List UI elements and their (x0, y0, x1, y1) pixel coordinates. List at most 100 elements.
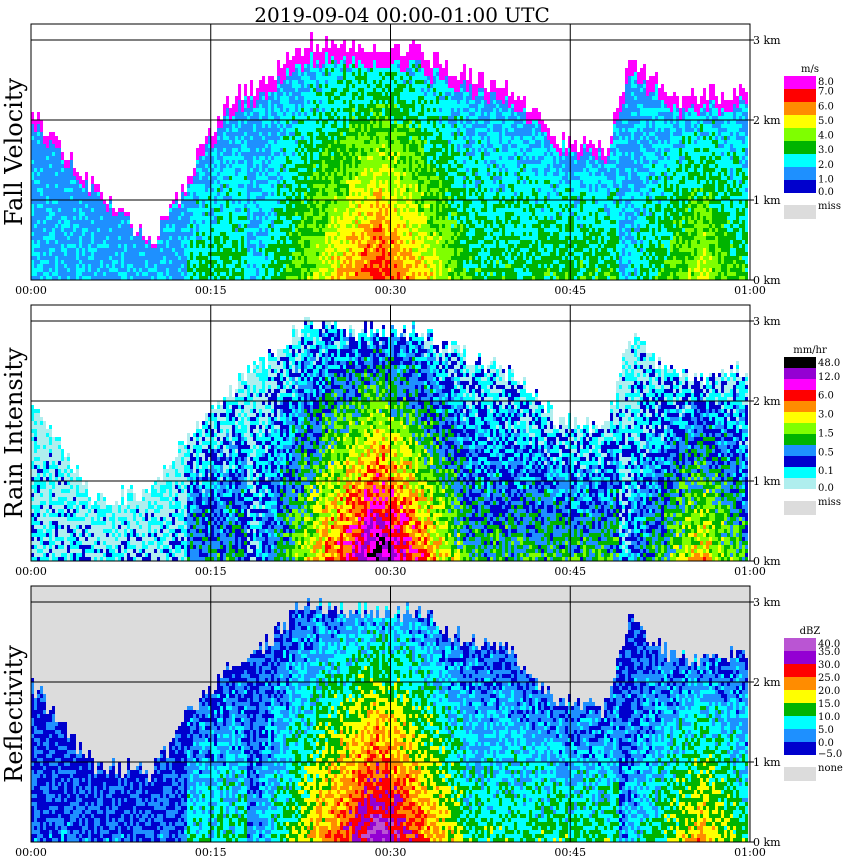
legend-label: 6.0 (818, 101, 834, 112)
legend: mm/hr 48.0 12.0 6.0 3.0 1.5 0.5 0.1 0.0 miss (784, 345, 841, 515)
legend-label: 48.0 (818, 358, 840, 369)
panel-fall-velocity: 0 km 1 km 2 km 3 km 00:00 00:15 00:30 00:45 01:0… (0, 23, 841, 297)
legend-missing-label: miss (818, 201, 841, 212)
panel-rain-intensity: 0 km 1 km 2 km 3 km 00:00 00:15 00:30 00:45 01:0… (0, 304, 841, 578)
legend-swatch (784, 167, 816, 180)
legend-label: 10.0 (818, 712, 840, 723)
legend-swatch (784, 390, 816, 401)
legend-missing-swatch (784, 767, 816, 781)
y-tick-label: 2 km (753, 395, 781, 408)
legend-swatch (784, 434, 816, 445)
legend-label: 35.0 (818, 647, 840, 658)
legend-swatch (784, 716, 816, 729)
legend-swatch (784, 664, 816, 677)
legend-swatch (784, 456, 816, 467)
legend-label: 3.0 (818, 145, 834, 156)
legend-label: 0.0 (818, 187, 834, 198)
legend-swatch (784, 703, 816, 716)
legend-label: 15.0 (818, 699, 840, 710)
legend-label: 0.1 (818, 466, 834, 477)
figure-title: 2019-09-04 00:00-01:00 UTC (254, 3, 550, 27)
legend-swatch (784, 154, 816, 167)
y-tick-label: 1 km (753, 475, 781, 488)
legend-swatch (784, 89, 816, 102)
x-tick-label: 00:30 (375, 284, 407, 297)
legend-swatch (784, 742, 816, 755)
y-tick-label: 1 km (753, 756, 781, 769)
panel-title: Reflectivity (0, 645, 28, 783)
legend-label: 12.0 (818, 372, 840, 383)
heatmap-cells (31, 598, 748, 842)
legend-label: 1.0 (818, 174, 834, 185)
legend-swatch (784, 141, 816, 154)
x-tick-label: 00:15 (195, 565, 227, 578)
legend-swatch (784, 690, 816, 703)
x-tick-label: 00:00 (15, 846, 47, 859)
legend-swatch (784, 677, 816, 690)
legend-swatch (784, 467, 816, 478)
legend-unit: m/s (801, 64, 819, 75)
legend-swatch (784, 128, 816, 141)
x-tick-label: 00:30 (375, 846, 407, 859)
legend-label: −5.0 (818, 749, 842, 760)
y-tick-label: 2 km (753, 676, 781, 689)
legend-swatch (784, 379, 816, 390)
x-tick-label: 00:45 (554, 284, 586, 297)
legend-label: 4.0 (818, 131, 834, 142)
legend-missing-swatch (784, 501, 816, 515)
legend-swatch (784, 729, 816, 742)
legend-label: 30.0 (818, 660, 840, 671)
panel-reflectivity: 0 km 1 km 2 km 3 km 00:00 00:15 00:30 00:45 01:0… (0, 585, 843, 859)
legend-label: 0.0 (818, 483, 834, 494)
legend-label: 20.0 (818, 686, 840, 697)
legend-missing-label: miss (818, 497, 841, 508)
legend-label: 7.0 (818, 87, 834, 98)
legend: m/s 8.07.0 6.0 5.0 4.0 3.0 2.0 1.0 0.0 miss (784, 64, 841, 219)
legend-swatch (784, 638, 816, 651)
x-tick-label: 00:30 (375, 565, 407, 578)
legend-label: 3.0 (818, 410, 834, 421)
y-tick-label: 3 km (753, 596, 781, 609)
legend-label: 8.0 (818, 77, 834, 88)
legend: dBZ 40.035.0 30.0 25.0 20.0 15.0 10.0 5.0 0.0−5.… (784, 626, 843, 781)
x-tick-label: 00:00 (15, 284, 47, 297)
y-tick-label: 3 km (753, 34, 781, 47)
legend-missing-swatch (784, 205, 816, 219)
y-tick-label: 1 km (753, 194, 781, 207)
legend-label: 5.0 (818, 116, 834, 127)
heatmap-cells (31, 317, 748, 561)
panel-title: Rain Intensity (0, 347, 28, 519)
legend-label: 40.0 (818, 639, 840, 650)
legend-unit: mm/hr (793, 345, 827, 356)
legend-swatch (784, 445, 816, 456)
grid (31, 24, 750, 280)
x-tick-label: 01:00 (734, 284, 766, 297)
x-tick-label: 00:45 (554, 565, 586, 578)
legend-label: 2.0 (818, 160, 834, 171)
x-tick-label: 00:15 (195, 846, 227, 859)
legend-swatch (784, 651, 816, 664)
y-tick-label: 0 km (753, 274, 781, 287)
legend-swatch (784, 478, 816, 489)
legend-missing-label: none (818, 763, 843, 774)
y-tick-label: 0 km (753, 836, 781, 849)
grid (31, 305, 750, 561)
legend-swatch (784, 423, 816, 434)
y-tick-label: 3 km (753, 315, 781, 328)
x-tick-label: 00:45 (554, 846, 586, 859)
x-tick-label: 01:00 (734, 565, 766, 578)
legend-label: 0.0 (818, 738, 834, 749)
legend-swatch (784, 180, 816, 193)
x-tick-label: 00:00 (15, 565, 47, 578)
legend-swatch (784, 412, 816, 423)
legend-swatch (784, 115, 816, 128)
legend-label: 6.0 (818, 391, 834, 402)
panel-title: Fall Velocity (0, 78, 28, 227)
x-tick-label: 01:00 (734, 846, 766, 859)
legend-swatch (784, 102, 816, 115)
heatmap-cells (31, 32, 748, 280)
legend-label: 0.5 (818, 447, 834, 458)
legend-swatch (784, 357, 816, 368)
legend-swatch (784, 368, 816, 379)
